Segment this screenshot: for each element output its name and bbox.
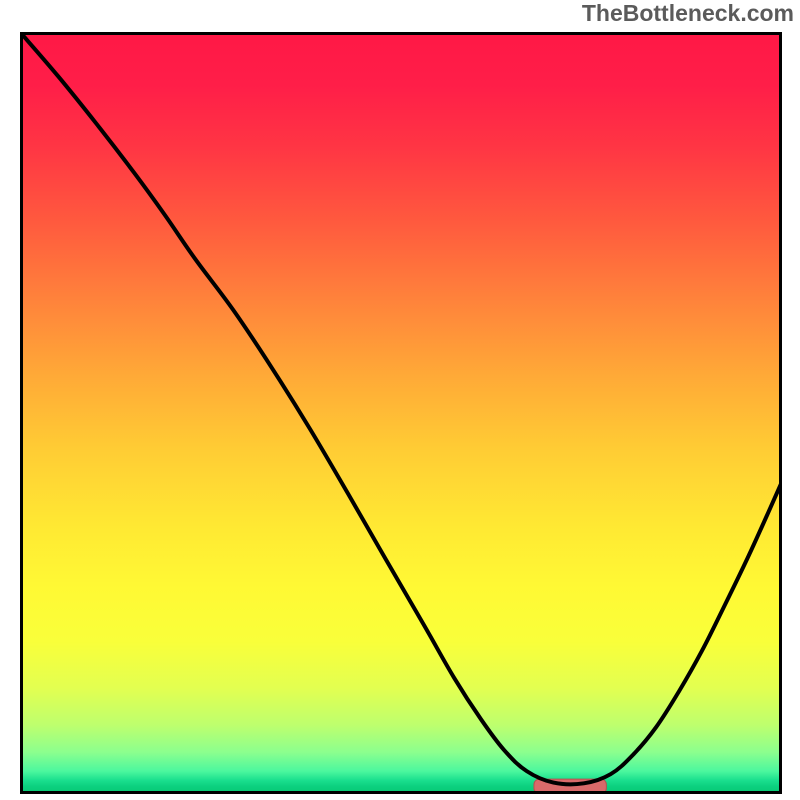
bottleneck-chart	[20, 32, 782, 794]
chart-frame: TheBottleneck.com	[0, 0, 800, 800]
chart-svg	[20, 32, 782, 794]
gradient-background	[20, 32, 782, 794]
watermark-text: TheBottleneck.com	[582, 0, 794, 27]
